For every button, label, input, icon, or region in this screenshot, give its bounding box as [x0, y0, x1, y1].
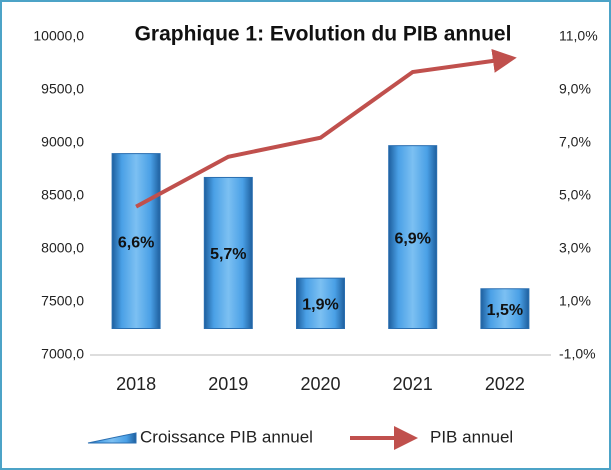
bar [111, 153, 161, 329]
y-tick-label: 8500,0 [41, 187, 84, 203]
chart-title: Graphique 1: Evolution du PIB annuel [135, 23, 512, 46]
y2-tick-label: 11,0% [559, 28, 598, 44]
data-label: 5,7% [210, 246, 246, 263]
data-label: 1,9% [302, 297, 338, 314]
data-label: 1,5% [487, 302, 523, 319]
y-tick-label: 7500,0 [41, 293, 84, 309]
bar [296, 277, 345, 329]
x-tick-label: 2021 [393, 374, 433, 394]
y-tick-label: 9500,0 [41, 81, 84, 97]
legend-label: Croissance PIB annuel [140, 427, 313, 446]
y2-tick-label: -1,0% [559, 346, 596, 362]
y-tick-label: 8000,0 [41, 240, 84, 256]
y2-tick-label: 1,0% [559, 293, 591, 309]
y2-tick-label: 5,0% [559, 187, 591, 203]
x-tick-label: 2022 [485, 374, 525, 394]
data-label: 6,9% [394, 230, 430, 247]
bar [480, 288, 530, 329]
data-label: 6,6% [118, 234, 154, 251]
line [135, 49, 517, 209]
y-tick-label: 10000,0 [33, 28, 84, 44]
y-tick-label: 9000,0 [41, 134, 84, 150]
bar [388, 145, 438, 329]
bar [203, 176, 253, 329]
y2-tick-label: 9,0% [559, 81, 591, 97]
legend-swatch [87, 432, 137, 444]
x-tick-label: 2020 [300, 374, 340, 394]
x-tick-label: 2019 [208, 374, 248, 394]
x-tick-label: 2018 [116, 374, 156, 394]
y-tick-label: 7000,0 [41, 346, 84, 362]
legend-label: PIB annuel [430, 427, 513, 446]
y2-tick-label: 3,0% [559, 240, 591, 256]
y2-tick-label: 7,0% [559, 134, 591, 150]
